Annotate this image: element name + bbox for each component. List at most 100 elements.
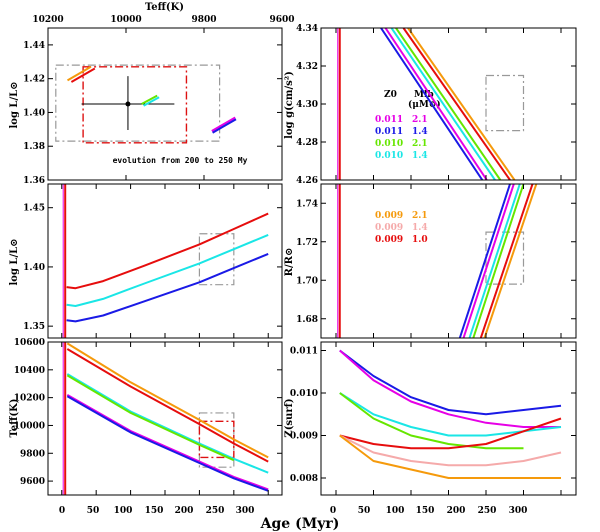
series-line-green bbox=[395, 28, 502, 180]
legend-row-m: 1.4 bbox=[412, 127, 428, 137]
top-axis-label: Teff(K) bbox=[145, 2, 184, 13]
panel-frame bbox=[320, 341, 577, 496]
series-line-cyan bbox=[468, 184, 521, 338]
series-line-blue bbox=[66, 395, 269, 492]
y-tick-label: 1.40 bbox=[23, 263, 45, 273]
legend-row-m: 2.1 bbox=[412, 139, 428, 149]
legend-row-z: 0.011 bbox=[375, 127, 403, 137]
y-tick-label: 1.45 bbox=[23, 204, 45, 214]
series-line-green bbox=[472, 184, 525, 338]
y-tick-label: 1.68 bbox=[296, 315, 318, 325]
y-tick-label: 1.44 bbox=[23, 41, 45, 51]
y-tick-label: 9800 bbox=[20, 449, 45, 459]
plot-area bbox=[337, 28, 525, 180]
y-tick-label: 1.74 bbox=[296, 199, 318, 209]
series-line-green bbox=[141, 94, 158, 105]
y-tick-label: 0.008 bbox=[290, 474, 318, 484]
y-tick-label: 1.72 bbox=[296, 238, 318, 248]
bottom-tick-label: 0 bbox=[59, 506, 65, 516]
legend-row-m: 2.1 bbox=[412, 115, 428, 125]
panel-frame bbox=[47, 341, 283, 496]
plot-area bbox=[339, 349, 562, 479]
series-line-magenta bbox=[339, 349, 561, 428]
series-line-cyan bbox=[143, 96, 160, 107]
plot-area bbox=[55, 64, 237, 144]
panel-radius-ylabel: R/R⊙ bbox=[284, 248, 295, 277]
y-tick-label: 1.36 bbox=[23, 176, 45, 186]
y-tick-label: 0.010 bbox=[290, 389, 318, 399]
panel-logg: 4.26 4.28 4.30 4.32 4.34 bbox=[296, 24, 577, 186]
panel-zsurf-ylabel: Z(surf) bbox=[284, 398, 295, 437]
series-line-orange bbox=[483, 184, 538, 338]
panel-hr: 1.36 1.38 1.40 1.42 1.44 bbox=[23, 27, 283, 186]
series-line-green bbox=[66, 374, 235, 462]
y-tick-label: 10600 bbox=[14, 338, 45, 348]
panel-lum-ylabel: log L/L⊙ bbox=[9, 238, 20, 285]
panel-hr-ylabel: log L/L⊙ bbox=[9, 81, 20, 128]
y-tick-label: 9600 bbox=[20, 477, 45, 487]
series-line-red bbox=[66, 348, 269, 463]
observation-box-gray bbox=[55, 64, 221, 142]
observation-box-gray bbox=[485, 74, 525, 132]
series-line-red bbox=[70, 67, 96, 83]
y-tick-label: 10200 bbox=[14, 394, 45, 404]
evolution-annotation: evolution from 200 to 250 My bbox=[113, 155, 248, 165]
bottom-tick-label: 200 bbox=[175, 506, 194, 516]
y-tick-label: 0.011 bbox=[290, 347, 318, 357]
panel-teff-ylabel: Teff(K) bbox=[9, 398, 20, 437]
panel-radius: 1.68 1.70 1.72 1.74 bbox=[296, 183, 577, 339]
y-tick-label: 1.40 bbox=[23, 108, 45, 118]
top-tick-label: 10000 bbox=[110, 15, 141, 25]
series-line-blue bbox=[380, 28, 484, 180]
series-line-red bbox=[339, 417, 562, 450]
series-line-red bbox=[479, 184, 534, 338]
series-line-orange bbox=[339, 434, 561, 479]
plot-area bbox=[337, 184, 538, 338]
legend-row-m: 1.0 bbox=[412, 235, 428, 245]
bottom-tick-label: 100 bbox=[114, 506, 133, 516]
observation-box-gray bbox=[198, 412, 235, 468]
series-line-cyan bbox=[390, 28, 496, 180]
legend-row-z: 0.009 bbox=[375, 223, 403, 233]
bottom-tick-label: 0 bbox=[330, 506, 336, 516]
y-tick-label: 1.38 bbox=[23, 142, 45, 152]
bottom-tick-label: 50 bbox=[358, 506, 371, 516]
legend-row-z: 0.010 bbox=[375, 139, 403, 149]
legend-header-z: Z0 bbox=[384, 90, 397, 100]
legend-bottom: 0.009 2.1 0.009 1.4 0.009 1.0 bbox=[375, 211, 428, 245]
top-tick-label: 9600 bbox=[269, 15, 294, 25]
panel-teff: 9600 9800 10000 10200 10400 10600 bbox=[14, 338, 283, 496]
series-line-blue bbox=[458, 184, 511, 338]
bottom-tick-label: 50 bbox=[87, 506, 100, 516]
y-tick-label: 1.35 bbox=[23, 322, 45, 332]
y-tick-label: 10400 bbox=[14, 366, 45, 376]
legend-top: Z0 Mlb (μM⊙) 0.011 2.1 0.011 1.4 0.010 2… bbox=[375, 90, 441, 161]
legend-row-z: 0.009 bbox=[375, 211, 403, 221]
series-line-red bbox=[402, 28, 511, 180]
bottom-tick-label: 150 bbox=[145, 506, 164, 516]
y-tick-label: 4.28 bbox=[296, 138, 318, 148]
observation-point bbox=[125, 101, 131, 107]
y-tick-label: 4.30 bbox=[296, 100, 318, 110]
series-line-magenta bbox=[462, 184, 515, 338]
legend-row-z: 0.011 bbox=[375, 115, 403, 125]
legend-row-m: 1.4 bbox=[412, 151, 428, 161]
series-line-magenta bbox=[66, 394, 269, 491]
y-tick-label: 4.26 bbox=[296, 176, 318, 186]
y-tick-label: 4.32 bbox=[296, 62, 318, 72]
series-line-red bbox=[66, 212, 269, 290]
legend-row-z: 0.009 bbox=[375, 235, 403, 245]
series-line-blue bbox=[339, 349, 562, 416]
y-tick-label: 0.009 bbox=[290, 432, 318, 442]
bottom-tick-label: 200 bbox=[447, 506, 466, 516]
bottom-tick-label: 300 bbox=[509, 506, 528, 516]
legend-row-m: 2.1 bbox=[412, 211, 428, 221]
plot-area bbox=[62, 342, 269, 495]
series-line-magenta bbox=[384, 28, 488, 180]
y-tick-label: 1.42 bbox=[23, 75, 45, 85]
series-line-cyan bbox=[66, 233, 269, 307]
bottom-tick-label: 250 bbox=[478, 506, 497, 516]
series-line-cyan bbox=[66, 373, 269, 474]
plot-area bbox=[62, 184, 269, 338]
